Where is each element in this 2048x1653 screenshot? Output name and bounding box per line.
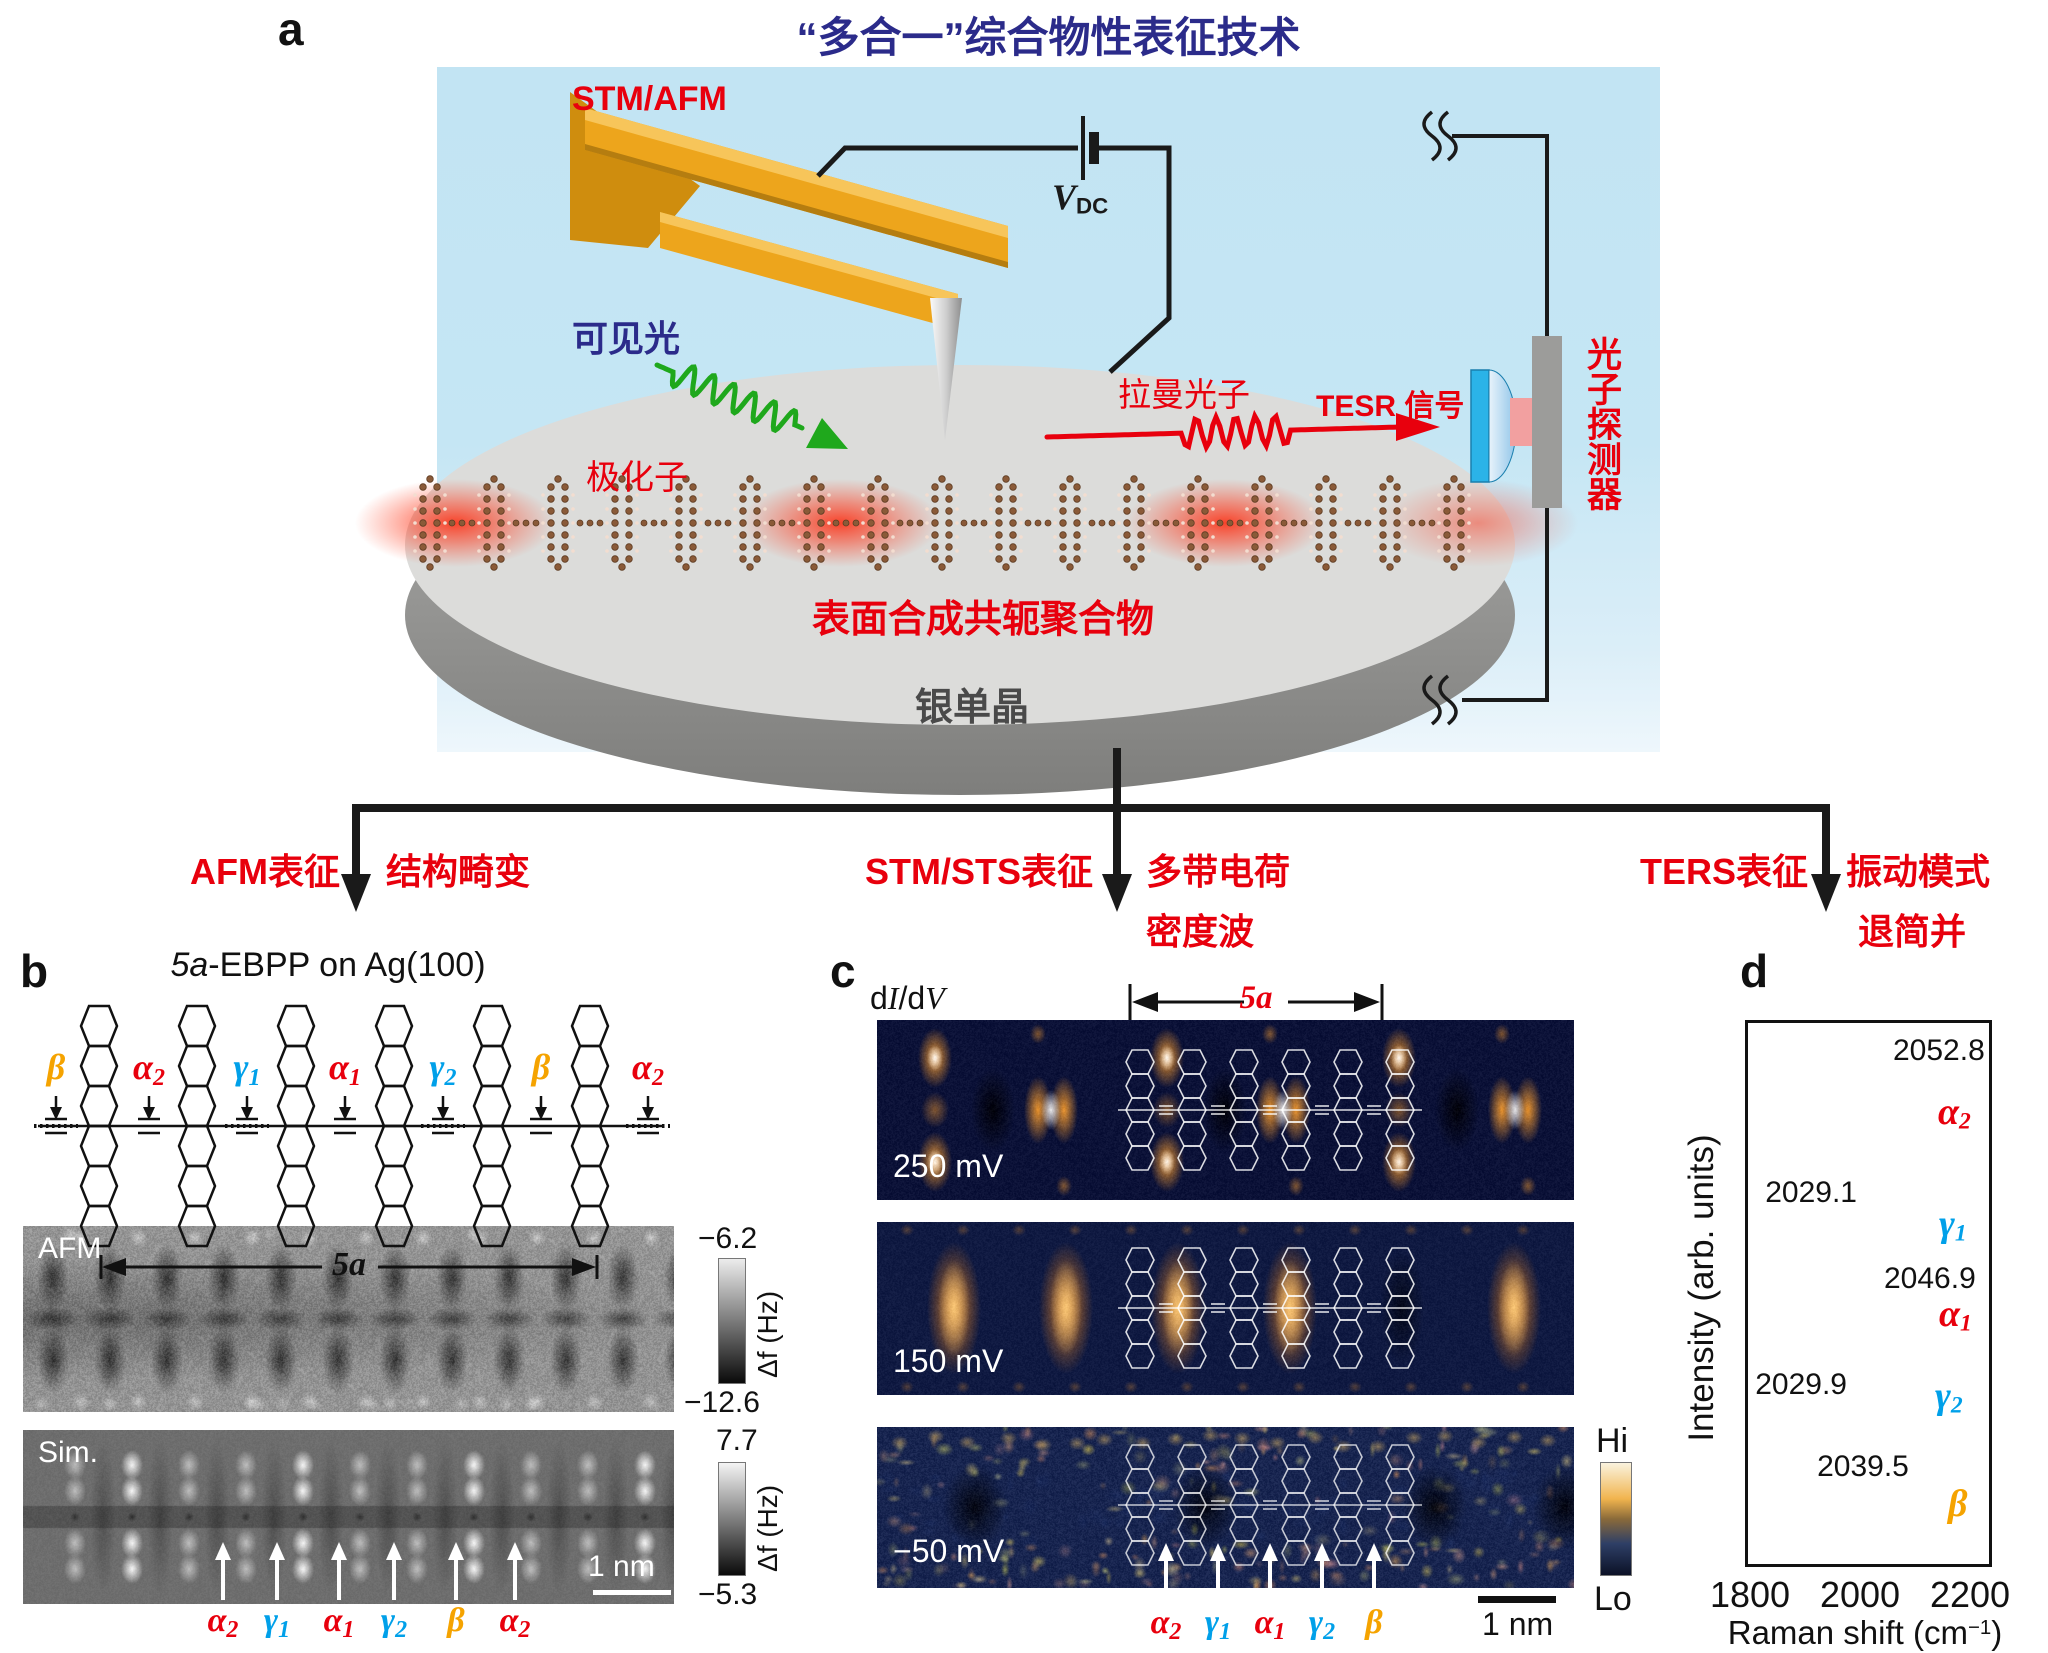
series-label-γ2: γ2	[1935, 1375, 1963, 1419]
x-axis-label: Raman shift (cm−1)	[1727, 1614, 2003, 1651]
sim-scale-unit: Δf (Hz)	[752, 1484, 783, 1572]
polymer-label: 表面合成共轭聚合物	[812, 599, 1155, 641]
sim-mode-label-β: β	[447, 1602, 465, 1639]
bond-label-β: β	[46, 1047, 66, 1087]
branch-sts-method: STM/STS表征	[864, 851, 1093, 892]
polaron-label: 极化子	[586, 459, 688, 497]
didv-colorbar	[1600, 1462, 1632, 1576]
didv-mode-label-β: β	[1365, 1604, 1383, 1641]
colorbar-hi-label: Hi	[1596, 1422, 1629, 1460]
branch-sts-result-1: 多带电荷	[1146, 851, 1291, 892]
bond-label-α2: α2	[133, 1047, 165, 1091]
didv-mode-label-α1: α1	[1254, 1604, 1286, 1645]
panel-b-label: b	[20, 945, 49, 997]
sim-mode-label-γ1: γ1	[263, 1602, 291, 1643]
didv-mode-label-α2: α2	[1150, 1604, 1182, 1645]
branch-ters-method: TERS表征	[1639, 851, 1808, 892]
y-axis-label: Intensity (arb. units)	[1682, 1134, 1721, 1442]
sim-colorbar	[718, 1462, 746, 1576]
panel-a-background	[437, 67, 1660, 752]
didv-map-minus50mV	[877, 1427, 1574, 1588]
panel-b-title-italic: 5a	[170, 946, 209, 984]
branch-afm-method: AFM表征	[190, 851, 340, 892]
peak-value-γ1: 2029.1	[1765, 1176, 1857, 1209]
bond-label-α2: α2	[632, 1047, 664, 1091]
didv-scalebar-label: 1 nm	[1482, 1606, 1554, 1642]
peak-value-β: 2039.5	[1817, 1450, 1909, 1483]
photon-detector-label: 光子探测器	[1582, 336, 1621, 511]
vdc-subscript: DC	[1076, 193, 1109, 219]
sim-mode-label-α2: α2	[207, 1602, 239, 1643]
panel-a-label: a	[278, 3, 304, 55]
peak-value-α1: 2046.9	[1884, 1262, 1976, 1295]
branch-ters-result-2: 退简并	[1858, 911, 1967, 952]
sim-mode-label-γ2: γ2	[380, 1602, 408, 1643]
branch-ters-result-1: 振动模式	[1846, 851, 1991, 892]
stm-afm-label: STM/AFM	[572, 80, 727, 118]
sim-scale-max: 7.7	[716, 1424, 758, 1457]
afm-scale-min: −12.6	[684, 1386, 760, 1419]
didv-label: dI/dV	[870, 980, 945, 1016]
panel-b-span-label: 5a	[332, 1246, 366, 1283]
colorbar-lo-label: Lo	[1594, 1580, 1632, 1618]
series-label-β: β	[1948, 1483, 1968, 1525]
spectra-plot-frame	[1745, 1020, 1992, 1567]
peak-value-α2: 2052.8	[1893, 1034, 1985, 1067]
panel-b-title-rest: -EBPP on Ag(100)	[208, 946, 486, 984]
tesr-signal-label: TESR 信号	[1316, 390, 1465, 423]
sim-mode-label-α1: α1	[323, 1602, 355, 1643]
series-label-α2: α2	[1938, 1091, 1971, 1135]
didv-mode-label-γ1: γ1	[1204, 1604, 1232, 1645]
bias-label-minus50mV: −50 mV	[893, 1533, 1005, 1569]
afm-image-label: AFM	[38, 1232, 102, 1265]
bond-label-β: β	[531, 1047, 551, 1087]
substrate-label: 银单晶	[915, 687, 1030, 729]
afm-image	[23, 1226, 674, 1412]
sim-image-label: Sim.	[38, 1436, 98, 1469]
peak-value-γ2: 2029.9	[1755, 1368, 1847, 1401]
panel-d-label: d	[1740, 945, 1769, 997]
afm-colorbar	[718, 1258, 746, 1384]
bond-label-γ1: γ1	[233, 1047, 261, 1091]
branch-afm-result: 结构畸变	[386, 851, 531, 892]
vdc-symbol: V	[1052, 177, 1077, 217]
bond-label-α1: α1	[329, 1047, 361, 1091]
bias-label-250mV: 250 mV	[893, 1148, 1004, 1184]
x-tick-1800: 1800	[1709, 1574, 1791, 1615]
afm-simulation-image	[23, 1430, 674, 1604]
sim-scale-min: −5.3	[698, 1578, 758, 1611]
x-tick-2200: 2200	[1929, 1574, 2011, 1615]
vdc-label: VDC	[1052, 176, 1108, 219]
panel-c-label: c	[830, 945, 856, 997]
visible-light-label: 可见光	[572, 318, 681, 359]
bias-label-150mV: 150 mV	[893, 1343, 1004, 1379]
raman-photon-label: 拉曼光子	[1118, 376, 1250, 413]
series-label-α1: α1	[1939, 1293, 1972, 1337]
panel-c-span-label: 5a	[1239, 980, 1273, 1016]
chemical-structure	[34, 1004, 670, 1248]
panel-b-title: 5a-EBPP on Ag(100)	[128, 946, 528, 985]
panel-a-title: “多合一”综合物性表征技术	[796, 14, 1301, 61]
sim-scalebar-label: 1 nm	[588, 1550, 655, 1583]
x-tick-2000: 2000	[1819, 1574, 1901, 1615]
branch-sts-result-2: 密度波	[1146, 911, 1255, 952]
series-label-γ1: γ1	[1939, 1203, 1967, 1247]
didv-mode-label-γ2: γ2	[1308, 1604, 1336, 1645]
afm-scale-unit: Δf (Hz)	[752, 1290, 783, 1378]
afm-scale-max: −6.2	[698, 1222, 758, 1255]
bond-label-γ2: γ2	[429, 1047, 457, 1091]
didv-scalebar	[1478, 1596, 1556, 1603]
sim-mode-label-α2: α2	[499, 1602, 531, 1643]
